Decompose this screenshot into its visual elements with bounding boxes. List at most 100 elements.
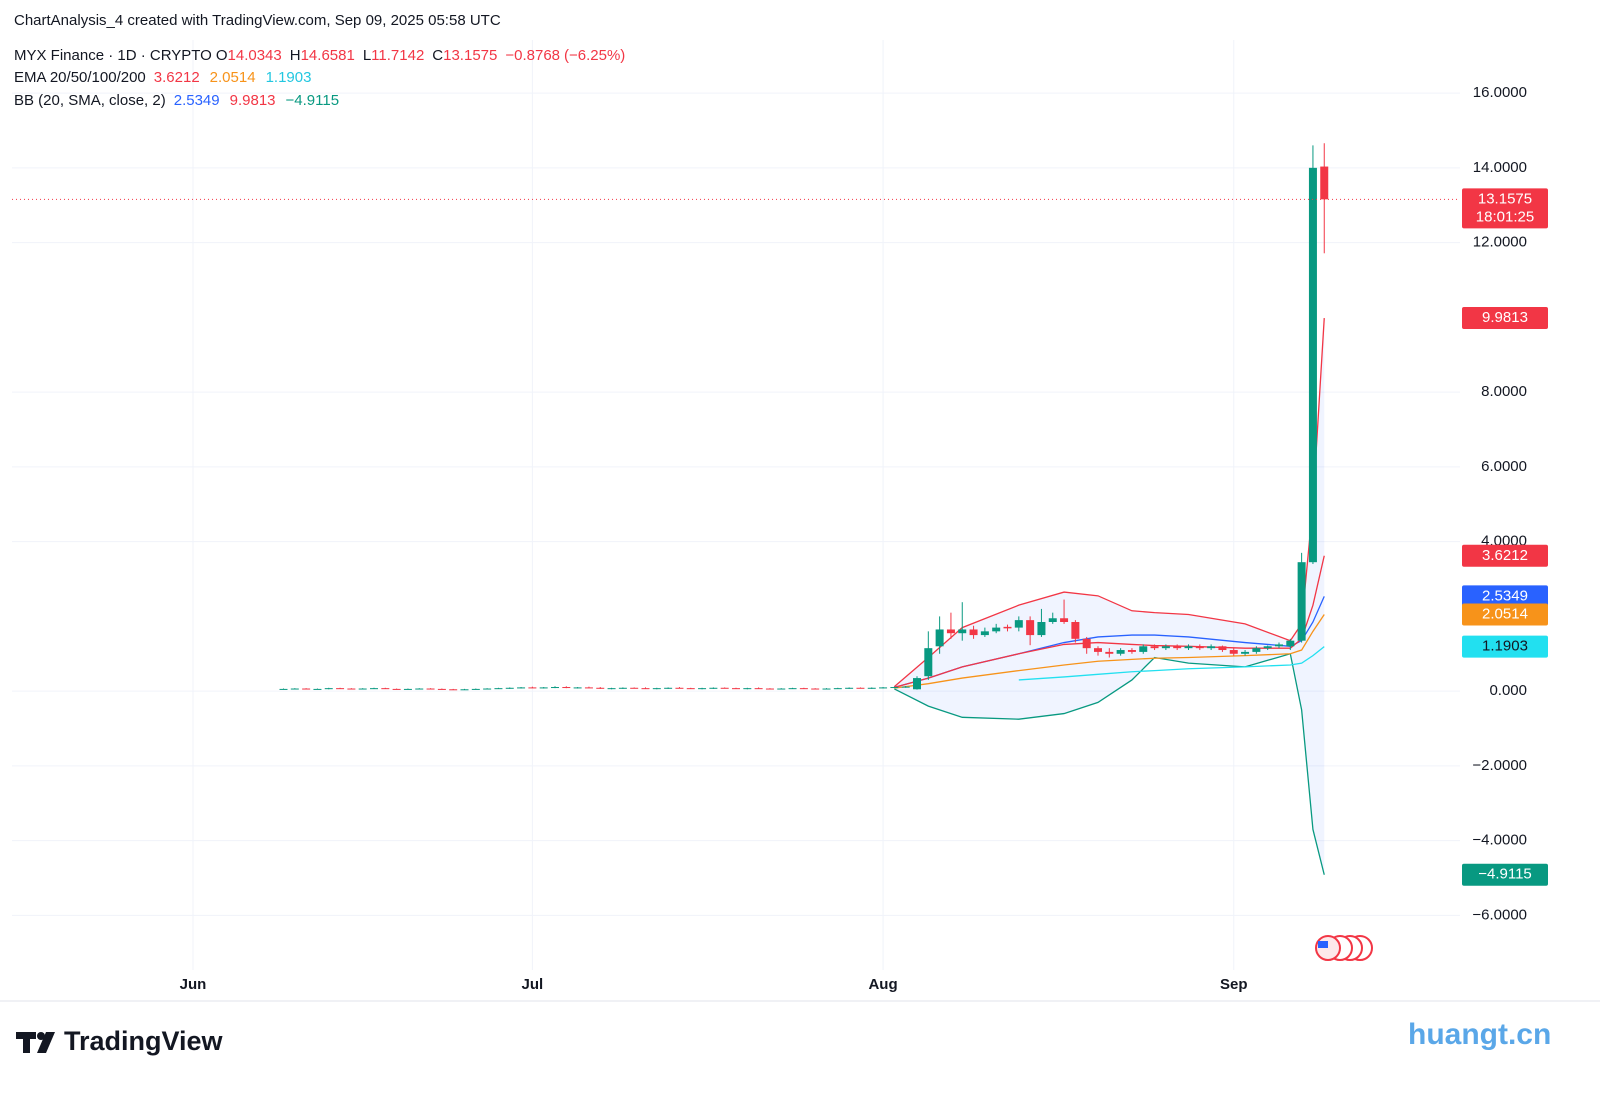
candle-body xyxy=(777,688,786,690)
price-label: 2.0514 xyxy=(1482,605,1528,622)
ohlc-key: C xyxy=(432,46,444,64)
candle-body xyxy=(1207,646,1216,649)
candle-body xyxy=(732,688,740,690)
candle-body xyxy=(392,688,401,690)
candle-body xyxy=(641,688,650,690)
candle-body xyxy=(336,688,345,690)
ohlc-key: L xyxy=(362,46,372,64)
indicator-value: 1.1903 xyxy=(265,69,312,86)
candle-body xyxy=(799,688,808,690)
candle-body xyxy=(924,648,933,677)
y-tick-label: 12.0000 xyxy=(1473,234,1527,251)
indicator-label: BB (20, SMA, close, 2) xyxy=(14,91,166,109)
candle-body xyxy=(958,629,967,634)
candle-body xyxy=(935,629,944,647)
candle-body xyxy=(573,687,582,689)
price-label: −4.9115 xyxy=(1478,866,1532,883)
bb-fill xyxy=(894,318,1325,875)
candle-body xyxy=(403,688,412,690)
candle-body xyxy=(584,687,593,689)
indicator-row: BB (20, SMA, close, 2) 2.5349 9.9813 −4.911… xyxy=(14,90,629,113)
candle-body xyxy=(698,688,707,690)
candle-body xyxy=(483,688,492,690)
candle-body xyxy=(279,688,288,690)
candle-body xyxy=(1003,626,1012,629)
candle-body xyxy=(381,688,390,690)
y-tick-label: 8.0000 xyxy=(1481,383,1527,400)
candle-body xyxy=(845,687,854,689)
candle-body xyxy=(1026,620,1035,636)
price-label-box xyxy=(1462,188,1548,229)
candle-body xyxy=(1286,640,1295,647)
candle-body xyxy=(1229,650,1238,654)
candle-body xyxy=(1071,621,1080,639)
y-tick-label: 0.000 xyxy=(1489,682,1527,699)
candle-body xyxy=(1263,646,1272,649)
change: −0.8768 xyxy=(505,46,560,64)
bb-lower xyxy=(894,652,1325,875)
candle-body xyxy=(811,688,820,690)
ohlc-key: H xyxy=(289,46,301,64)
indicator-value: 3.6212 xyxy=(153,69,200,86)
candle-body xyxy=(1048,618,1057,622)
candle-body xyxy=(630,687,639,689)
price-label-box xyxy=(1462,603,1548,626)
ohlc-value: 11.7142 xyxy=(371,46,425,64)
ohlc-value: 14.6581 xyxy=(300,46,355,64)
price-label-box xyxy=(1462,307,1548,330)
candle-body xyxy=(1252,648,1261,652)
y-tick-label: −4.0000 xyxy=(1472,832,1527,849)
ohlc-item: C13.1575 xyxy=(432,47,501,64)
candle-body xyxy=(1320,166,1329,200)
candle-body xyxy=(449,689,458,691)
candle-body xyxy=(1014,620,1023,628)
price-label: 9.9813 xyxy=(1482,309,1528,326)
candle-body xyxy=(1308,167,1317,563)
price-label-box xyxy=(1462,635,1548,658)
candle-body xyxy=(618,687,627,689)
y-tick-label: 16.0000 xyxy=(1473,84,1527,101)
x-tick-label: Aug xyxy=(868,976,897,993)
legend: ChartAnalysis_4 created with TradingView… xyxy=(14,10,629,112)
candle-body xyxy=(788,688,797,690)
candle-body xyxy=(1173,646,1182,649)
candle-body xyxy=(505,687,514,689)
candle-body xyxy=(562,687,571,689)
candle-body xyxy=(460,689,469,691)
candle-body xyxy=(302,688,311,690)
candle-body xyxy=(1150,646,1159,649)
candle-body xyxy=(1184,646,1193,649)
ohlc-item: O14.0343 xyxy=(216,47,286,64)
ohlc-item: H14.6581 xyxy=(290,47,359,64)
candle-body xyxy=(1094,648,1102,652)
ohlc-value: 14.0343 xyxy=(227,46,282,64)
price-label-box xyxy=(1462,863,1548,886)
candle-body xyxy=(324,688,333,690)
indicator-value: 2.0514 xyxy=(209,69,256,86)
price-label: 3.6212 xyxy=(1482,547,1528,564)
price-label: 13.1575 xyxy=(1478,190,1532,207)
logo-icon xyxy=(16,1032,55,1053)
candle-body xyxy=(890,687,899,689)
candle-body xyxy=(969,629,978,636)
grid xyxy=(12,40,1460,970)
indicator-label: EMA 20/50/100/200 xyxy=(14,69,146,86)
candle-body xyxy=(867,687,876,689)
y-tick-label: −6.0000 xyxy=(1472,906,1527,923)
candle-body xyxy=(946,629,955,634)
y-tick-label: 14.0000 xyxy=(1473,159,1527,176)
candle-body xyxy=(686,688,695,690)
candle-body xyxy=(1127,650,1136,652)
candle-body xyxy=(652,688,661,690)
candle-body xyxy=(471,688,480,690)
candle-body xyxy=(1275,644,1283,647)
candle-body xyxy=(765,688,774,690)
symbol: MYX Finance · 1D · CRYPTO xyxy=(14,46,212,64)
candle-body xyxy=(1116,650,1125,654)
ohlc-key: O xyxy=(215,46,228,64)
ema-line xyxy=(894,614,1325,689)
candle-body xyxy=(992,627,1001,632)
change-pct: (−6.25%) xyxy=(564,46,626,64)
